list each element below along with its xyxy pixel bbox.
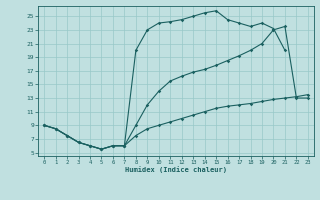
X-axis label: Humidex (Indice chaleur): Humidex (Indice chaleur) xyxy=(125,167,227,173)
